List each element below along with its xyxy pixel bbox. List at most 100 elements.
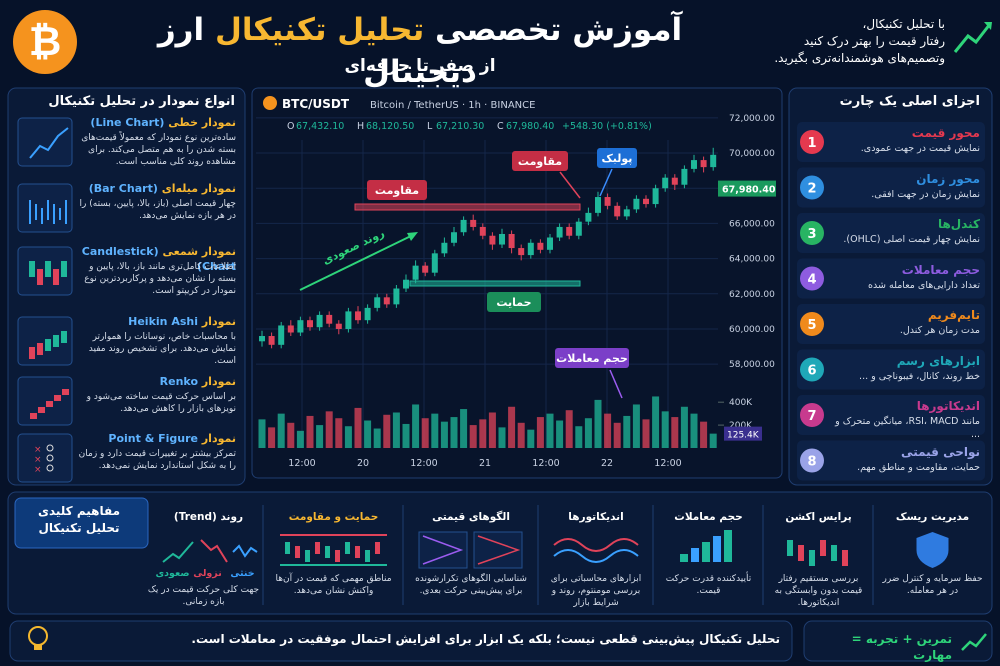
volume-bar	[565, 410, 573, 448]
candle-body	[278, 325, 285, 345]
concept-title: روند (Trend)	[173, 511, 244, 523]
trend-arrow-head	[407, 232, 418, 241]
bitcoin-symbol: ₿	[29, 19, 62, 65]
icon-candle	[53, 335, 59, 347]
ohlc-value: 67,210.30	[436, 121, 484, 132]
part-name: تایم‌فریم	[927, 308, 980, 322]
ohlc-value: 67,980.40	[506, 121, 554, 132]
sr-candle	[285, 542, 290, 554]
tagline-line: وتصمیم‌های هوشمندانه‌تری بگیرید.	[774, 50, 945, 65]
part-number: 8	[807, 455, 816, 470]
volume-bar	[517, 422, 525, 448]
candle-body	[537, 242, 544, 250]
trend-type-label: نزولی	[193, 568, 222, 579]
volume-bar	[613, 422, 621, 448]
chart-type-desc: ساده‌ترین نوع نمودار که معمولاً قیمت‌های…	[81, 133, 236, 168]
part-row	[797, 258, 985, 299]
chart-type-heading: نمودار میله‌ای (Bar Chart)	[76, 182, 236, 197]
sr-candle	[305, 550, 310, 562]
volume-bar	[296, 430, 304, 448]
concept-title: الگوهای قیمتی	[432, 511, 510, 523]
concept-desc: شناسایی الگوهای تکرارشونده برای پیش‌بینی…	[415, 574, 527, 597]
part-row	[797, 213, 985, 253]
x-tick-label: 22	[601, 458, 613, 469]
volume-bar	[536, 417, 544, 448]
part-number: 3	[807, 227, 816, 242]
volume-bar	[460, 409, 468, 448]
volume-bar	[402, 423, 410, 448]
y-tick-label: 60,000.00	[729, 325, 775, 335]
resistance-label-box	[367, 180, 427, 200]
part-name: محور زمان	[916, 171, 980, 186]
icon-o	[46, 454, 54, 462]
icon-candle	[37, 269, 43, 285]
candle-body	[422, 265, 429, 273]
tagline-icon-head	[984, 22, 992, 30]
icon-x: ×	[34, 465, 42, 475]
sr-candle	[345, 542, 350, 554]
part-desc: مانند RSI، MACD، میانگین متحرک و ...	[835, 416, 980, 440]
volume-icon-bar	[713, 536, 721, 562]
candle-body	[287, 325, 294, 333]
icon-line	[29, 127, 69, 159]
ohlc-key: C	[497, 121, 504, 132]
volume-bar	[268, 427, 276, 448]
chart-type-desc: با محاسبات خاص، نوسانات را هموارتر نمایش…	[88, 332, 236, 367]
candle-body	[307, 320, 313, 328]
concept-title: حمایت و مقاومت	[288, 511, 379, 523]
title-highlight: تحلیل تکنیکال	[214, 12, 425, 48]
icon-candle	[29, 347, 35, 359]
volume-bar	[709, 433, 717, 448]
candle-body	[355, 311, 361, 321]
chart-type-desc: اطلاعات کامل‌تری مانند باز، بالا، پایین …	[84, 262, 236, 297]
y-tick-label: 66,000.00	[729, 219, 775, 229]
trend-type-label: صعودی	[155, 568, 190, 579]
volume-bar	[632, 404, 640, 448]
sr-candle	[375, 542, 380, 554]
main-title: آموزش تخصصی تحلیل تکنیکال ارز دیجیتال	[100, 10, 740, 94]
chart-type-heading: نمودار خطی (Line Chart)	[76, 116, 236, 131]
volume-bar	[450, 417, 458, 448]
concept-title: حجم معاملات	[674, 511, 743, 523]
candle-body	[470, 219, 477, 227]
icon-brick	[30, 413, 37, 419]
part-row	[797, 349, 985, 390]
volume-tick-label: 200K	[729, 421, 753, 431]
chart-type-name: نمودار	[201, 315, 236, 328]
candle-body	[412, 265, 419, 280]
part-row	[797, 304, 985, 344]
volume-bar	[690, 413, 698, 448]
y-tick-label: 62,000.00	[729, 290, 775, 300]
icon-brick	[54, 395, 61, 401]
ohlc-value: 68,120.50	[366, 121, 414, 132]
part-name: حجم معاملات	[901, 262, 980, 277]
candle-body	[595, 197, 601, 213]
btc-mini-logo	[263, 96, 277, 110]
candle-body	[460, 219, 467, 233]
pullback-label: پولبک	[602, 152, 633, 165]
chart-type-name: نمودار	[201, 432, 236, 445]
volume-bar	[527, 429, 535, 448]
part-row	[797, 395, 985, 435]
part-desc: نمایش زمان در جهت افقی.	[871, 188, 980, 200]
candle-body	[547, 237, 553, 250]
chart-type-en: (Bar Chart)	[88, 182, 158, 195]
part-row	[797, 167, 985, 208]
volume-bar	[556, 420, 564, 448]
pa-candle	[820, 540, 826, 556]
concepts-heading: مفاهیم کلیدی تحلیل تکنیکال	[18, 503, 140, 538]
volume-label-box	[555, 348, 629, 368]
chart-type-en: Point & Figure	[108, 432, 198, 445]
volume-bar	[344, 426, 352, 448]
volume-bar	[623, 415, 631, 448]
part-number: 6	[807, 364, 816, 379]
y-tick-label: 64,000.00	[729, 255, 775, 265]
subtitle: از صفر تا حرفه‌ای	[344, 56, 496, 76]
part-name: اندیکاتورها	[916, 399, 980, 413]
formula-box	[803, 620, 993, 662]
x-tick-label: 12:00	[288, 458, 315, 469]
concept-desc: جهت کلی حرکت قیمت در یک بازه زمانی.	[147, 585, 260, 608]
part-number: 4	[807, 273, 816, 288]
part-badge	[800, 357, 824, 382]
volume-bar	[575, 426, 583, 448]
